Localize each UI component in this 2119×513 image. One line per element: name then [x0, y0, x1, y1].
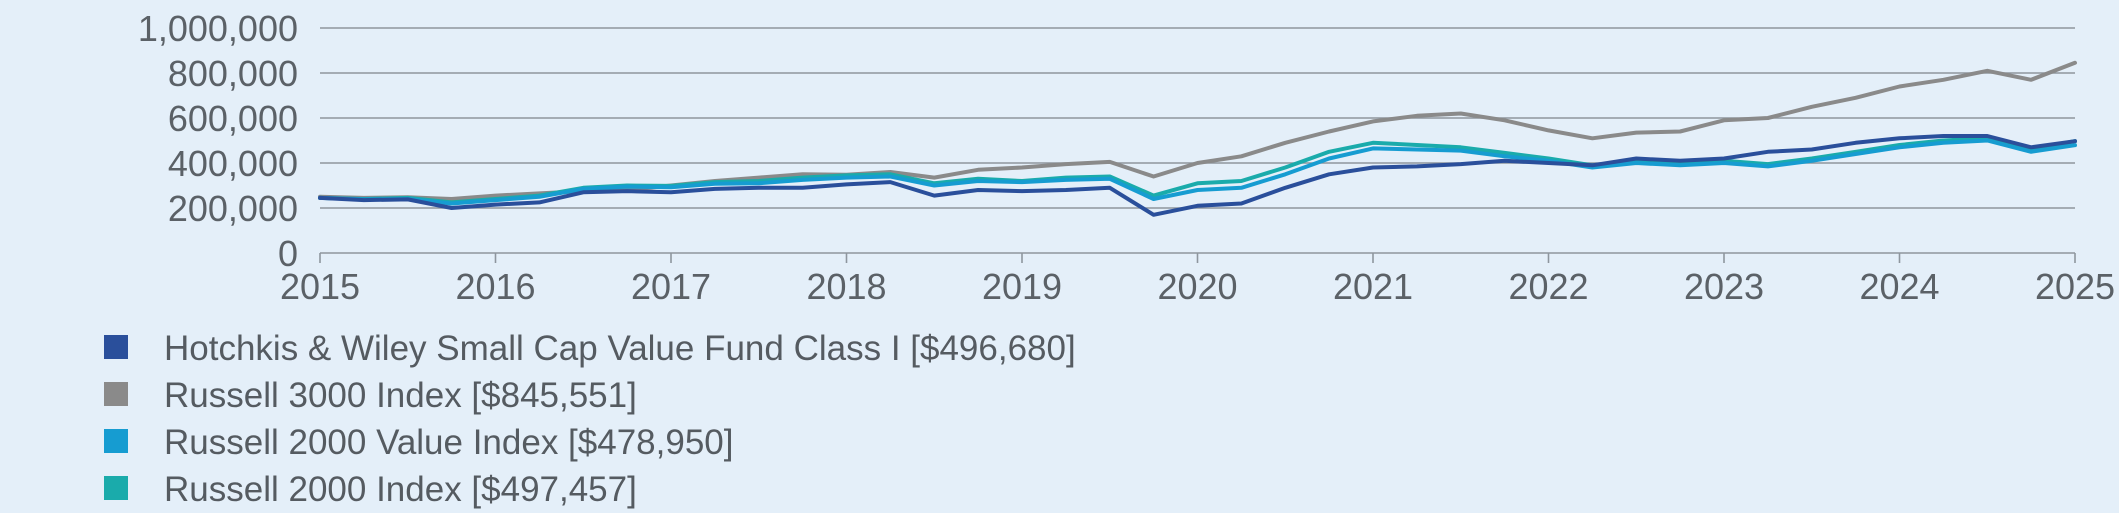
- legend-label: Russell 3000 Index [$845,551]: [164, 376, 637, 415]
- x-tick-label: 2019: [982, 266, 1062, 307]
- legend: Hotchkis & Wiley Small Cap Value Fund Cl…: [104, 329, 1076, 509]
- y-tick-label: 200,000: [168, 188, 298, 229]
- y-tick-label: 0: [278, 233, 298, 274]
- series-lines: [318, 60, 2077, 217]
- series-line-2: [318, 138, 2077, 206]
- x-tick-label: 2017: [631, 266, 711, 307]
- gridlines: [320, 27, 2075, 209]
- x-tick-label: 2023: [1684, 266, 1764, 307]
- series-line-3: [318, 134, 2077, 217]
- y-tick-label: 400,000: [168, 143, 298, 184]
- legend-swatch: [104, 382, 128, 406]
- x-tick-label: 2025: [2035, 266, 2115, 307]
- legend-swatch: [104, 476, 128, 500]
- x-tick-label: 2018: [806, 266, 886, 307]
- x-axis: 2015 2016 2017 2018 2019 2020 2021 2022 2023 2024…: [280, 252, 2115, 307]
- y-tick-label: 800,000: [168, 53, 298, 94]
- legend-label: Russell 2000 Value Index [$478,950]: [164, 423, 734, 462]
- legend-swatch: [104, 429, 128, 453]
- series-line-0: [318, 60, 2077, 201]
- x-tick-label: 2016: [455, 266, 535, 307]
- legend-label: Russell 2000 Index [$497,457]: [164, 470, 637, 509]
- legend-label: Hotchkis & Wiley Small Cap Value Fund Cl…: [164, 329, 1076, 368]
- y-tick-label: 600,000: [168, 98, 298, 139]
- x-tick-label: 2015: [280, 266, 360, 307]
- x-tick-label: 2024: [1859, 266, 1939, 307]
- y-tick-label: 1,000,000: [138, 8, 298, 49]
- x-tick-label: 2021: [1333, 266, 1413, 307]
- x-tick-label: 2020: [1157, 266, 1237, 307]
- legend-swatch: [104, 335, 128, 359]
- x-tick-label: 2022: [1508, 266, 1588, 307]
